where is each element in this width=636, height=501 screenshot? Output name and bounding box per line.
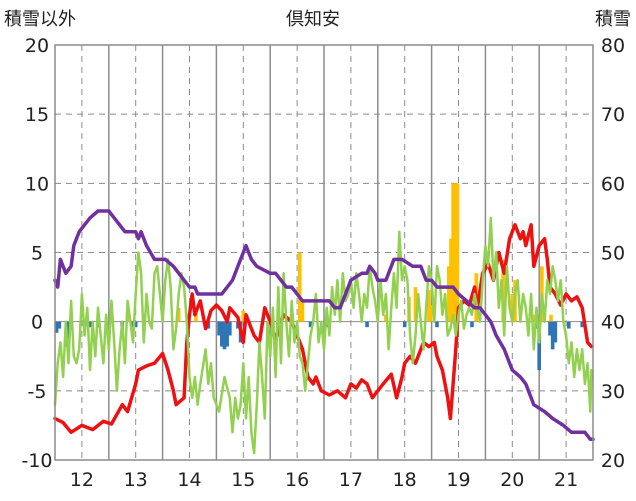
left-tick-label-6: 20: [25, 35, 49, 57]
left-axis-ticks: -10 -5 0 5 10 15 20: [21, 35, 52, 472]
orange-bar-10: [428, 305, 433, 322]
blue-bar-12: [222, 321, 227, 350]
blue-bar-4: [88, 321, 92, 328]
x-axis-ticks: 12 13 14 15 16 17 18 19 20 21: [70, 469, 578, 491]
orange-bar-20: [532, 314, 536, 322]
blue-bar-20: [402, 321, 407, 328]
blue-bar-26: [550, 321, 555, 350]
left-tick-label-3: 5: [31, 243, 43, 265]
right-tick-label-3: 50: [601, 243, 625, 265]
x-tick-label-7: 19: [446, 469, 470, 491]
orange-bar-8: [413, 287, 418, 322]
green-series-line: [53, 216, 593, 455]
blue-bar-22: [470, 321, 474, 328]
right-axis-title: 積雪: [595, 9, 631, 30]
blue-bar-29: [580, 321, 585, 328]
blue-bar-19: [365, 321, 369, 328]
x-tick-label-0: 12: [70, 469, 94, 491]
orange-bar-18: [510, 294, 515, 322]
orange-bar-13: [451, 183, 455, 322]
x-tick-label-8: 20: [500, 469, 524, 491]
grid: [55, 45, 593, 460]
left-axis-title: 積雪以外: [4, 9, 76, 30]
right-tick-label-6: 80: [601, 35, 625, 57]
orange-bar-3: [241, 310, 246, 322]
blue-bar-24: [537, 321, 541, 371]
orange-bar-15: [455, 183, 460, 322]
orange-bar-11: [447, 266, 451, 322]
right-tick-label-5: 70: [601, 104, 625, 126]
x-tick-label-9: 21: [554, 469, 578, 491]
blue-bar-21: [435, 321, 439, 328]
orange-bar-2: [194, 313, 198, 322]
series-lines: [53, 209, 595, 455]
x-tick-label-5: 17: [339, 469, 363, 491]
purple-series-line: [53, 209, 595, 442]
red-series-line: [53, 223, 594, 435]
left-tick-label-1: -5: [28, 381, 47, 403]
x-tick-label-1: 13: [124, 469, 148, 491]
x-tick-label-4: 16: [285, 469, 309, 491]
right-tick-label-4: 60: [601, 173, 625, 195]
chart-title: 倶知安: [286, 9, 340, 30]
x-tick-label-2: 14: [177, 469, 201, 491]
x-tick-label-3: 15: [231, 469, 255, 491]
left-tick-label-5: 15: [25, 104, 49, 126]
blue-bar-27: [553, 321, 558, 343]
blue-bar-0: [54, 321, 59, 333]
blue-bar-8: [133, 321, 138, 328]
blue-bar-25: [548, 321, 552, 336]
left-tick-label-2: 0: [31, 312, 43, 334]
orange-bar-22: [549, 314, 553, 322]
x-tick-label-6: 18: [393, 469, 417, 491]
blue-bar-13: [225, 321, 229, 347]
blue-bar-14: [228, 321, 232, 336]
left-tick-label-0: -10: [21, 450, 52, 472]
left-tick-label-4: 10: [25, 173, 49, 195]
blue-bar-11: [219, 321, 224, 347]
right-tick-label-1: 30: [601, 381, 625, 403]
right-tick-label-0: 20: [601, 450, 625, 472]
orange-bar-5: [300, 300, 305, 322]
orange-bar-1: [176, 307, 181, 322]
orange-bar-12: [449, 238, 453, 322]
plot-frame: [54, 44, 594, 461]
orange-bar-14: [453, 183, 458, 322]
blue-bar-28: [566, 321, 571, 329]
blue-bar-1: [57, 321, 62, 329]
blue-bar-17: [308, 321, 313, 328]
orange-bar-4: [297, 252, 302, 322]
right-axis-ticks: 20 30 40 50 60 70 80: [601, 35, 625, 472]
blue-bar-10: [217, 321, 221, 336]
right-tick-label-2: 40: [601, 312, 625, 334]
